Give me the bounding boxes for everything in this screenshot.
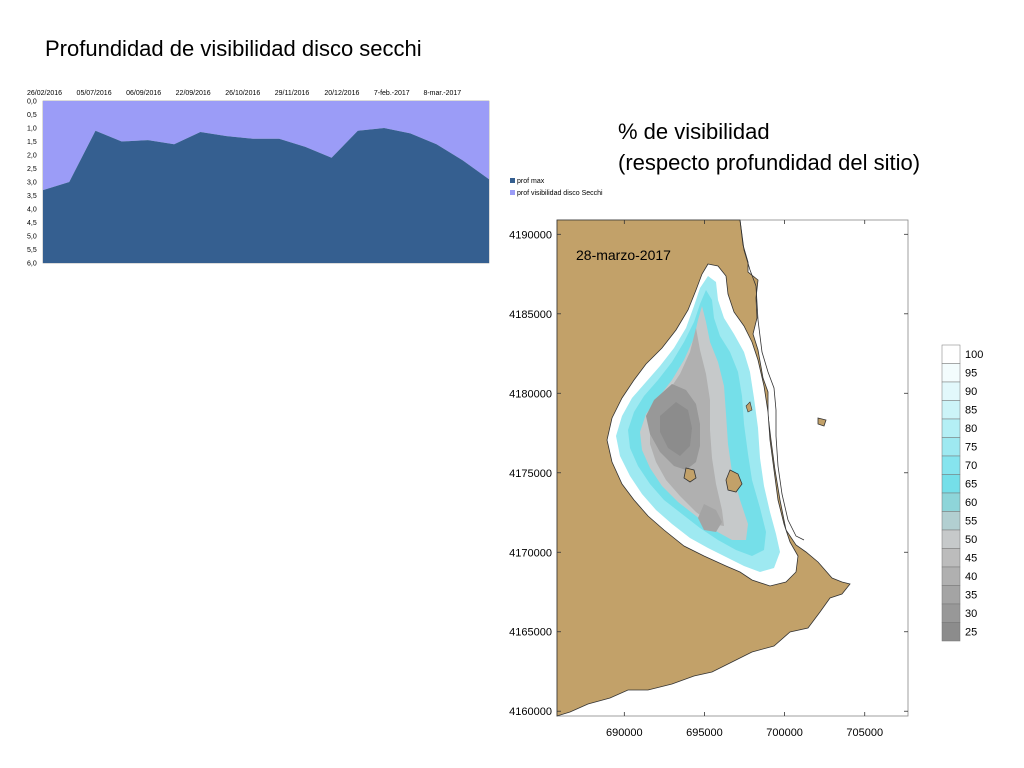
x-tick-label: 705000: [846, 727, 883, 739]
x-tick-label: 7-feb.-2017: [374, 90, 410, 97]
island: [817, 417, 827, 427]
scale-swatch: [941, 400, 961, 420]
scale-label: 60: [965, 497, 977, 509]
scale-label: 55: [965, 516, 977, 528]
y-tick-label: 4190000: [509, 229, 552, 241]
x-tick-label: 695000: [686, 727, 723, 739]
y-tick-label: 4180000: [509, 388, 552, 400]
scale-swatch: [941, 548, 961, 568]
series-area-prof-max: [43, 128, 489, 263]
scale-swatch: [941, 585, 961, 605]
scale-swatch: [941, 474, 961, 494]
y-tick-label: 1,5: [27, 139, 37, 146]
scale-swatch: [941, 363, 961, 383]
x-tick-label: 690000: [606, 727, 643, 739]
legend-label: prof visibilidad disco Secchi: [517, 190, 603, 197]
scale-label: 75: [965, 442, 977, 454]
scale-label: 65: [965, 479, 977, 491]
scale-swatch: [941, 622, 961, 642]
x-tick-label: 20/12/2016: [324, 90, 359, 97]
y-tick-label: 1,0: [27, 126, 37, 133]
scale-swatch: [941, 566, 961, 586]
x-tick-label: 05/07/2016: [77, 90, 112, 97]
scale-swatch: [941, 492, 961, 512]
y-tick-label: 4,0: [27, 207, 37, 214]
scale-label: 70: [965, 460, 977, 472]
scale-label: 100: [965, 349, 983, 361]
map-date-label: 28-marzo-2017: [576, 247, 671, 263]
scale-swatch: [941, 529, 961, 549]
y-tick-label: 0,0: [27, 99, 37, 106]
scale-swatch: [941, 418, 961, 438]
scale-label: 45: [965, 553, 977, 565]
scale-swatch: [941, 344, 961, 364]
contour-band: [660, 402, 692, 456]
scale-swatch: [941, 437, 961, 457]
y-tick-label: 4185000: [509, 309, 552, 321]
scale-label: 40: [965, 571, 977, 583]
x-tick-label: 22/09/2016: [176, 90, 211, 97]
scale-label: 85: [965, 405, 977, 417]
scale-label: 80: [965, 423, 977, 435]
y-tick-label: 5,5: [27, 247, 37, 254]
legend-swatch: [510, 190, 515, 195]
y-tick-label: 4175000: [509, 468, 552, 480]
x-tick-label: 26/10/2016: [225, 90, 260, 97]
series-area-prof-visibilidad: [43, 101, 489, 191]
x-tick-label: 700000: [766, 727, 803, 739]
scale-label: 50: [965, 534, 977, 546]
x-tick-label: 29/11/2016: [275, 90, 310, 97]
scale-swatch: [941, 511, 961, 531]
y-tick-label: 3,5: [27, 193, 37, 200]
y-tick-label: 4165000: [509, 627, 552, 639]
legend-label: prof max: [517, 178, 545, 185]
scale-swatch: [941, 381, 961, 401]
island: [725, 469, 743, 493]
map-title: % de visibilidad (respecto profundidad d…: [618, 116, 920, 178]
x-tick-label: 06/09/2016: [126, 90, 161, 97]
x-tick-label: 26/02/2016: [27, 90, 62, 97]
y-tick-label: 4,5: [27, 220, 37, 227]
y-tick-label: 0,5: [27, 112, 37, 119]
y-tick-label: 2,0: [27, 153, 37, 160]
y-tick-label: 5,0: [27, 234, 37, 241]
map-title-line1: % de visibilidad: [618, 119, 770, 144]
y-tick-label: 6,0: [27, 261, 37, 268]
y-tick-label: 4170000: [509, 547, 552, 559]
legend-swatch: [510, 178, 515, 183]
scale-swatch: [941, 455, 961, 475]
sandbar-coast: [739, 219, 805, 541]
island: [683, 467, 697, 483]
scale-swatch: [941, 603, 961, 623]
y-tick-label: 2,5: [27, 166, 37, 173]
x-tick-label: 8-mar.-2017: [423, 90, 461, 97]
scale-label: 25: [965, 627, 977, 639]
scale-label: 90: [965, 386, 977, 398]
map-title-line2: (respecto profundidad del sitio): [618, 150, 921, 175]
island: [745, 401, 753, 413]
y-tick-label: 4160000: [509, 706, 552, 718]
scale-label: 95: [965, 368, 977, 380]
y-tick-label: 3,0: [27, 180, 37, 187]
chart-title: Profundidad de visibilidad disco secchi: [45, 36, 422, 61]
contour-band: [698, 504, 722, 532]
scale-label: 35: [965, 590, 977, 602]
scale-label: 30: [965, 608, 977, 620]
